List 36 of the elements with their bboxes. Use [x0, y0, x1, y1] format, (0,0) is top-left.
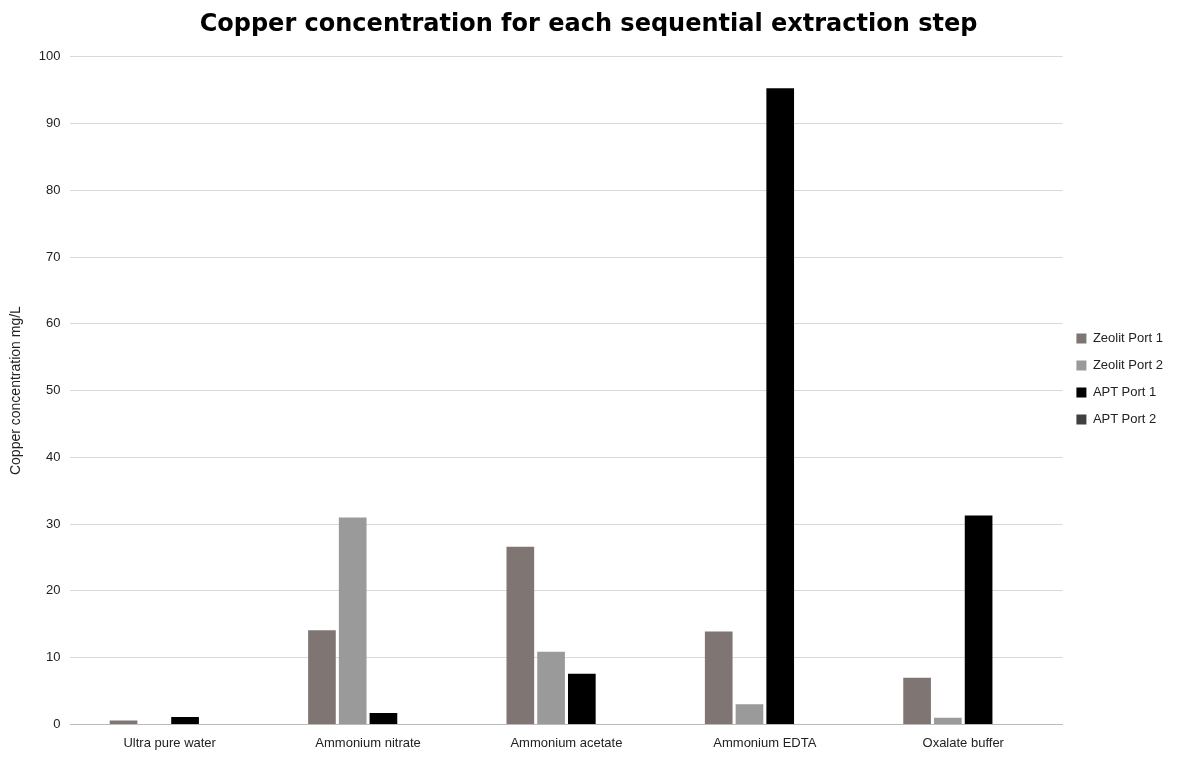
x-tick-label: Oxalate buffer: [922, 734, 1005, 750]
bar: [308, 630, 336, 724]
y-tick-label: 100: [38, 48, 61, 64]
x-tick-label: Ammonium nitrate: [315, 734, 421, 750]
y-tick-label: 30: [46, 515, 61, 531]
y-tick-label: 60: [46, 315, 61, 331]
bar: [934, 717, 962, 724]
bar: [537, 651, 565, 724]
bar: [109, 720, 138, 724]
y-axis-title: Copper concentration mg/L: [7, 305, 24, 476]
bar: [506, 546, 535, 724]
legend-label: APT Port 1: [1092, 384, 1157, 400]
x-tick-label: Ammonium acetate: [510, 734, 623, 750]
bar: [567, 673, 596, 724]
bar: [171, 717, 199, 724]
x-tick-label: Ultra pure water: [123, 734, 217, 750]
x-tick-label: Ammonium EDTA: [713, 734, 817, 750]
y-tick-label: 10: [46, 649, 61, 665]
bar: [903, 677, 931, 724]
bar: [964, 515, 993, 724]
legend-label: APT Port 2: [1092, 411, 1157, 427]
bar: [369, 713, 398, 724]
y-tick-label: 40: [46, 448, 61, 464]
y-tick-label: 0: [53, 715, 61, 731]
y-tick-label: 90: [46, 115, 61, 131]
y-tick-label: 50: [46, 382, 61, 398]
chart-title: Copper concentration for each sequential extraction step: [199, 8, 978, 37]
legend-label: Zeolit Port 1: [1092, 330, 1164, 346]
bar: [338, 517, 367, 724]
legend-label: Zeolit Port 2: [1092, 357, 1164, 373]
bar: [735, 704, 764, 724]
y-tick-label: 80: [46, 181, 61, 197]
bar: [704, 631, 733, 724]
bar: [766, 88, 795, 724]
y-tick-label: 20: [46, 582, 61, 598]
y-tick-label: 70: [46, 248, 61, 264]
